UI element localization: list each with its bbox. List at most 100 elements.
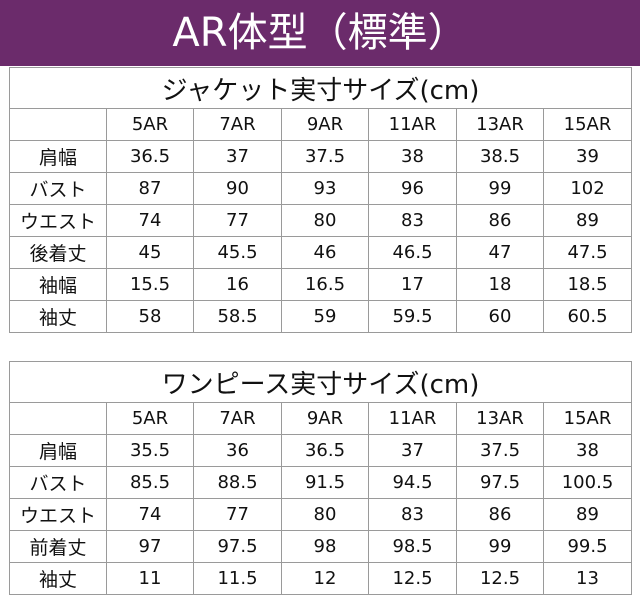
jacket-size-table: ジャケット実寸サイズ(cm) 5AR 7AR 9AR 11AR 13AR 15AR 肩幅 36.…: [8, 67, 633, 333]
measurement-cell: 88.5: [193, 466, 282, 499]
measurement-cell: 47: [456, 236, 544, 269]
measurement-cell: 98: [281, 530, 369, 563]
size-column-header: 13AR: [456, 402, 544, 435]
measurement-cell: 12.5: [368, 562, 457, 595]
row-label: 袖丈: [9, 562, 107, 595]
measurement-cell: 87: [106, 172, 194, 205]
section-title: ワンピース実寸サイズ(cm): [8, 361, 633, 403]
size-column-header: 15AR: [542, 402, 633, 435]
corner-cell: [9, 402, 107, 435]
measurement-cell: 77: [193, 204, 282, 237]
row-label: 肩幅: [9, 434, 107, 467]
size-column-header: 7AR: [193, 402, 282, 435]
table-row: 肩幅 35.5 36 36.5 37 37.5 38: [9, 434, 633, 467]
measurement-cell: 98.5: [368, 530, 457, 563]
measurement-cell: 60: [456, 300, 544, 333]
row-label: 肩幅: [9, 140, 107, 173]
measurement-cell: 16: [193, 268, 282, 301]
measurement-cell: 77: [193, 498, 282, 531]
measurement-cell: 74: [106, 204, 194, 237]
measurement-cell: 80: [281, 498, 369, 531]
measurement-cell: 39: [542, 140, 633, 173]
size-column-header: 7AR: [193, 108, 282, 141]
corner-cell: [9, 108, 107, 141]
size-column-header: 9AR: [281, 402, 369, 435]
measurement-cell: 99.5: [542, 530, 633, 563]
table-row: 後着丈 45 45.5 46 46.5 47 47.5: [9, 236, 633, 269]
measurement-cell: 97.5: [193, 530, 282, 563]
row-label: 袖幅: [9, 268, 107, 301]
table-row: 袖幅 15.5 16 16.5 17 18 18.5: [9, 268, 633, 301]
measurement-cell: 37.5: [281, 140, 369, 173]
row-label: バスト: [9, 466, 107, 499]
measurement-cell: 38: [542, 434, 633, 467]
measurement-cell: 18: [456, 268, 544, 301]
measurement-cell: 37: [368, 434, 457, 467]
row-label: 後着丈: [9, 236, 107, 269]
row-label: ウエスト: [9, 204, 107, 237]
measurement-cell: 37: [193, 140, 282, 173]
size-column-header: 15AR: [542, 108, 633, 141]
size-column-header: 5AR: [106, 108, 194, 141]
measurement-cell: 11: [106, 562, 194, 595]
measurement-cell: 12.5: [456, 562, 544, 595]
measurement-cell: 89: [542, 498, 633, 531]
title-banner: AR体型（標準）: [0, 0, 640, 66]
table-row: 袖丈 58 58.5 59 59.5 60 60.5: [9, 300, 633, 333]
measurement-cell: 45.5: [193, 236, 282, 269]
measurement-cell: 99: [456, 172, 544, 205]
table-row: バスト 85.5 88.5 91.5 94.5 97.5 100.5: [9, 466, 633, 499]
measurement-cell: 36: [193, 434, 282, 467]
measurement-cell: 35.5: [106, 434, 194, 467]
measurement-cell: 37.5: [456, 434, 544, 467]
size-column-header: 13AR: [456, 108, 544, 141]
measurement-cell: 83: [368, 498, 457, 531]
measurement-cell: 38: [368, 140, 457, 173]
measurement-cell: 36.5: [106, 140, 194, 173]
measurement-cell: 15.5: [106, 268, 194, 301]
measurement-cell: 38.5: [456, 140, 544, 173]
measurement-cell: 60.5: [542, 300, 633, 333]
measurement-cell: 97: [106, 530, 194, 563]
size-column-header: 11AR: [368, 108, 457, 141]
table-row: 前着丈 97 97.5 98 98.5 99 99.5: [9, 530, 633, 563]
table-row: ウエスト 74 77 80 83 86 89: [9, 204, 633, 237]
measurement-cell: 36.5: [281, 434, 369, 467]
measurement-cell: 58.5: [193, 300, 282, 333]
measurement-cell: 18.5: [542, 268, 633, 301]
measurement-cell: 16.5: [281, 268, 369, 301]
table-row: 肩幅 36.5 37 37.5 38 38.5 39: [9, 140, 633, 173]
row-label: 前着丈: [9, 530, 107, 563]
measurement-cell: 13: [542, 562, 633, 595]
measurement-cell: 85.5: [106, 466, 194, 499]
measurement-cell: 45: [106, 236, 194, 269]
header-row: 5AR 7AR 9AR 11AR 13AR 15AR: [9, 402, 633, 435]
row-label: バスト: [9, 172, 107, 205]
measurement-cell: 58: [106, 300, 194, 333]
measurement-cell: 97.5: [456, 466, 544, 499]
measurement-cell: 91.5: [281, 466, 369, 499]
measurement-cell: 100.5: [542, 466, 633, 499]
measurement-cell: 17: [368, 268, 457, 301]
table-row: ウエスト 74 77 80 83 86 89: [9, 498, 633, 531]
measurement-cell: 47.5: [542, 236, 633, 269]
measurement-cell: 46.5: [368, 236, 457, 269]
measurement-cell: 59.5: [368, 300, 457, 333]
row-label: ウエスト: [9, 498, 107, 531]
measurement-cell: 90: [193, 172, 282, 205]
measurement-cell: 80: [281, 204, 369, 237]
measurement-cell: 89: [542, 204, 633, 237]
measurement-cell: 99: [456, 530, 544, 563]
size-column-header: 5AR: [106, 402, 194, 435]
measurement-cell: 86: [456, 204, 544, 237]
row-label: 袖丈: [9, 300, 107, 333]
dress-size-table: ワンピース実寸サイズ(cm) 5AR 7AR 9AR 11AR 13AR 15AR 肩幅 35.…: [8, 361, 633, 595]
measurement-cell: 83: [368, 204, 457, 237]
measurement-cell: 86: [456, 498, 544, 531]
measurement-cell: 93: [281, 172, 369, 205]
measurement-cell: 94.5: [368, 466, 457, 499]
size-column-header: 9AR: [281, 108, 369, 141]
measurement-cell: 102: [542, 172, 633, 205]
measurement-cell: 96: [368, 172, 457, 205]
